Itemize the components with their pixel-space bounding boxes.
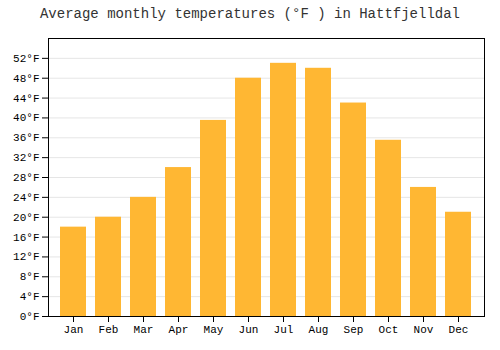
svg-text:Mar: Mar (134, 324, 154, 336)
svg-text:20°F: 20°F (13, 212, 39, 224)
svg-text:Dec: Dec (449, 324, 469, 336)
svg-text:36°F: 36°F (13, 132, 39, 144)
svg-text:52°F: 52°F (13, 53, 39, 65)
svg-text:16°F: 16°F (13, 232, 39, 244)
svg-text:12°F: 12°F (13, 251, 39, 263)
svg-text:4°F: 4°F (20, 291, 40, 303)
svg-text:28°F: 28°F (13, 172, 39, 184)
svg-text:Apr: Apr (169, 324, 189, 336)
svg-text:Jul: Jul (274, 324, 294, 336)
svg-text:Jun: Jun (239, 324, 259, 336)
svg-text:Aug: Aug (309, 324, 329, 336)
svg-text:8°F: 8°F (20, 271, 40, 283)
svg-text:May: May (204, 324, 224, 336)
svg-text:Feb: Feb (99, 324, 119, 336)
svg-text:Oct: Oct (379, 324, 399, 336)
svg-text:Nov: Nov (414, 324, 434, 336)
svg-text:32°F: 32°F (13, 152, 39, 164)
html-text:Average monthly temperatures (: Average monthly temperatures (°F ) in Ha… (40, 6, 460, 22)
svg-text:Sep: Sep (344, 324, 364, 336)
svg-text:24°F: 24°F (13, 192, 39, 204)
svg-text:48°F: 48°F (13, 73, 39, 85)
svg-text:40°F: 40°F (13, 112, 39, 124)
svg-text:Jan: Jan (64, 324, 84, 336)
svg-text:44°F: 44°F (13, 93, 39, 105)
svg-text:0°F: 0°F (20, 311, 40, 323)
